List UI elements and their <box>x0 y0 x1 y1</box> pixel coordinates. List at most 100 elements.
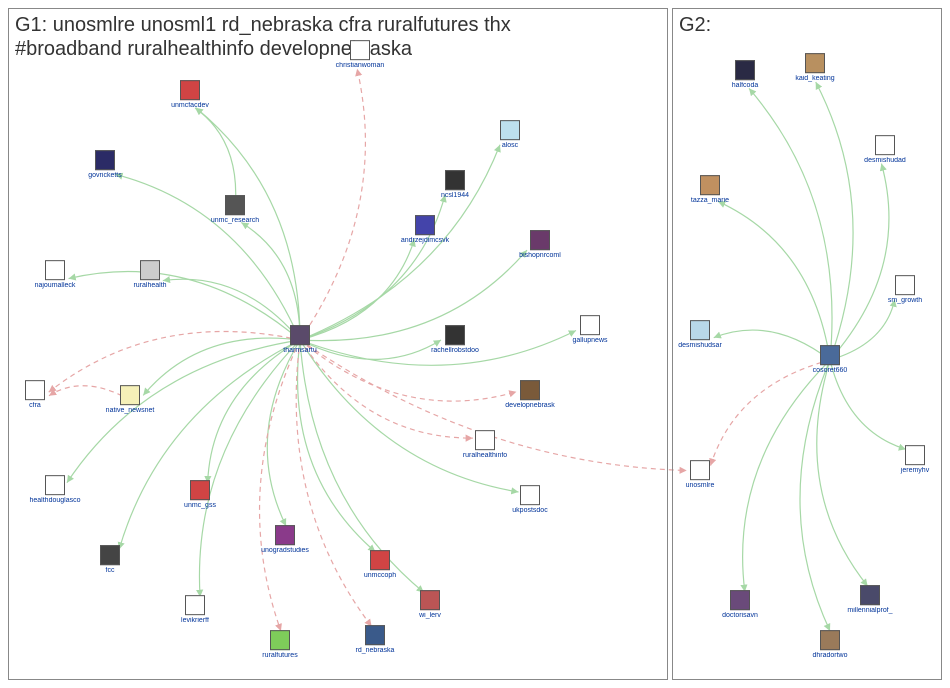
node-doctorisavn[interactable]: doctorisavn <box>710 590 770 620</box>
node-label: tazza_marie <box>680 197 740 205</box>
node-label: bishopnrcoml <box>510 252 570 260</box>
node-unosmlre[interactable]: unosmlre <box>670 460 730 490</box>
avatar-icon <box>690 320 710 340</box>
node-ruralhealth[interactable]: ruralhealth <box>120 260 180 290</box>
node-label: unmcfacdev <box>160 102 220 110</box>
node-jeremyhv[interactable]: jeremyhv <box>885 445 945 475</box>
node-desmishudsar[interactable]: desmishudsar <box>670 320 730 350</box>
node-label: kaid_keating <box>785 75 845 83</box>
node-label: ncsl1944 <box>425 192 485 200</box>
node-label: levikrierff <box>165 617 225 625</box>
node-levikrierff[interactable]: levikrierff <box>165 595 225 625</box>
node-label: doctorisavn <box>710 612 770 620</box>
avatar-icon <box>820 630 840 650</box>
avatar-icon <box>520 380 540 400</box>
avatar-icon <box>180 80 200 100</box>
node-christianwoman[interactable]: christianwoman <box>330 40 390 70</box>
node-ncsl1944[interactable]: ncsl1944 <box>425 170 485 200</box>
node-sm_growth[interactable]: sm_growth <box>875 275 935 305</box>
node-alosc[interactable]: alosc <box>480 120 540 150</box>
panel-g1-title: G1: unosmlre unosml1 rd_nebraska cfra ru… <box>15 13 511 61</box>
node-kaid_keating[interactable]: kaid_keating <box>785 53 845 83</box>
avatar-icon <box>445 325 465 345</box>
node-ruralhealthinfo[interactable]: ruralhealthinfo <box>455 430 515 460</box>
avatar-icon <box>275 525 295 545</box>
node-millennialprof[interactable]: millennialprof_ <box>840 585 900 615</box>
node-desmishudad[interactable]: desmishudad <box>855 135 915 165</box>
avatar-icon <box>45 475 65 495</box>
node-unogradstudies[interactable]: unogradstudies <box>255 525 315 555</box>
node-ukpostsdoc[interactable]: ukpostsdoc <box>500 485 560 515</box>
node-label: desmishudad <box>855 157 915 165</box>
avatar-icon <box>270 630 290 650</box>
node-hub1[interactable]: tharmsartu <box>270 325 330 355</box>
node-label: rachellrobstdoo <box>425 347 485 355</box>
avatar-icon <box>475 430 495 450</box>
node-cfra[interactable]: cfra <box>5 380 65 410</box>
node-label: wi_lerv <box>400 612 460 620</box>
node-najoumalleck[interactable]: najoumalleck <box>25 260 85 290</box>
node-dhradortwo[interactable]: dhradortwo <box>800 630 860 660</box>
node-label: andrzejdimcsvk <box>395 237 455 245</box>
node-rd_nebraska[interactable]: rd_nebraska <box>345 625 405 655</box>
node-label: cosoret660 <box>800 367 860 375</box>
avatar-icon <box>530 230 550 250</box>
node-label: jeremyhv <box>885 467 945 475</box>
node-label: najoumalleck <box>25 282 85 290</box>
node-fcc[interactable]: fcc <box>80 545 140 575</box>
avatar-icon <box>690 460 710 480</box>
node-bishopnrcoml[interactable]: bishopnrcoml <box>510 230 570 260</box>
node-label: alosc <box>480 142 540 150</box>
avatar-icon <box>520 485 540 505</box>
avatar-icon <box>100 545 120 565</box>
node-label: healthdouglasco <box>25 497 85 505</box>
node-label: halfcoda <box>715 82 775 90</box>
node-native_newsnet[interactable]: native_newsnet <box>100 385 160 415</box>
avatar-icon <box>95 150 115 170</box>
node-label: tharmsartu <box>270 347 330 355</box>
node-label: unosmlre <box>670 482 730 490</box>
node-wi_lerv[interactable]: wi_lerv <box>400 590 460 620</box>
node-label: millennialprof_ <box>840 607 900 615</box>
node-developnebrask[interactable]: developnebrask <box>500 380 560 410</box>
node-label: dhradortwo <box>800 652 860 660</box>
node-healthdouglasco[interactable]: healthdouglasco <box>25 475 85 505</box>
node-hub2[interactable]: cosoret660 <box>800 345 860 375</box>
avatar-icon <box>350 40 370 60</box>
node-label: cfra <box>5 402 65 410</box>
node-govricketts[interactable]: govricketts <box>75 150 135 180</box>
node-unmccoph[interactable]: unmccoph <box>350 550 410 580</box>
node-label: developnebrask <box>500 402 560 410</box>
node-label: ruralhealthinfo <box>455 452 515 460</box>
node-unmc_research[interactable]: unmc_research <box>205 195 265 225</box>
avatar-icon <box>185 595 205 615</box>
node-unmcfacdev[interactable]: unmcfacdev <box>160 80 220 110</box>
node-label: native_newsnet <box>100 407 160 415</box>
node-rachellrobstdoo[interactable]: rachellrobstdoo <box>425 325 485 355</box>
avatar-icon <box>820 345 840 365</box>
node-label: govricketts <box>75 172 135 180</box>
avatar-icon <box>735 60 755 80</box>
node-gallupnews[interactable]: gallupnews <box>560 315 620 345</box>
panel-g2-title: G2: <box>679 13 711 37</box>
avatar-icon <box>730 590 750 610</box>
node-label: ruralhealth <box>120 282 180 290</box>
avatar-icon <box>500 120 520 140</box>
node-tazza_marie[interactable]: tazza_marie <box>680 175 740 205</box>
avatar-icon <box>415 215 435 235</box>
avatar-icon <box>860 585 880 605</box>
avatar-icon <box>905 445 925 465</box>
node-halfcoda[interactable]: halfcoda <box>715 60 775 90</box>
node-label: unmc_research <box>205 217 265 225</box>
avatar-icon <box>290 325 310 345</box>
avatar-icon <box>365 625 385 645</box>
node-label: sm_growth <box>875 297 935 305</box>
avatar-icon <box>445 170 465 190</box>
node-ruralfutures[interactable]: ruralfutures <box>250 630 310 660</box>
avatar-icon <box>225 195 245 215</box>
node-label: gallupnews <box>560 337 620 345</box>
node-andrzejdimcsvk[interactable]: andrzejdimcsvk <box>395 215 455 245</box>
node-unmc_gss[interactable]: unmc_gss <box>170 480 230 510</box>
avatar-icon <box>895 275 915 295</box>
avatar-icon <box>120 385 140 405</box>
